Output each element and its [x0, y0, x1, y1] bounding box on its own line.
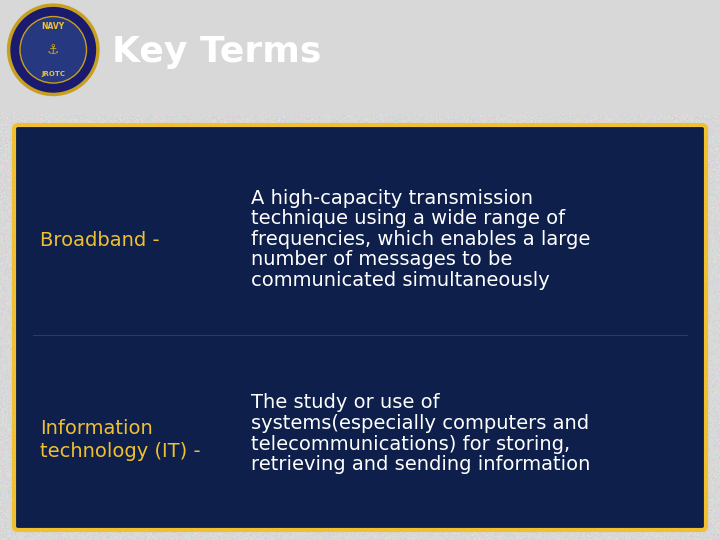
Text: The study or use of: The study or use of [251, 394, 439, 413]
Text: technology (IT) -: technology (IT) - [40, 442, 201, 461]
Text: NAVY: NAVY [42, 22, 65, 31]
Text: ⚓: ⚓ [47, 43, 60, 57]
Text: Information: Information [40, 420, 153, 438]
FancyBboxPatch shape [14, 125, 706, 530]
Text: telecommunications) for storing,: telecommunications) for storing, [251, 435, 570, 454]
Text: communicated simultaneously: communicated simultaneously [251, 271, 549, 290]
Text: JROTC: JROTC [41, 71, 66, 77]
Text: A high-capacity transmission: A high-capacity transmission [251, 188, 533, 207]
Text: systems(especially computers and: systems(especially computers and [251, 414, 589, 433]
Text: technique using a wide range of: technique using a wide range of [251, 209, 564, 228]
Text: retrieving and sending information: retrieving and sending information [251, 455, 590, 474]
Circle shape [9, 5, 98, 94]
Text: frequencies, which enables a large: frequencies, which enables a large [251, 230, 590, 249]
Text: Key Terms: Key Terms [112, 35, 321, 69]
Text: Broadband -: Broadband - [40, 231, 160, 249]
Circle shape [21, 17, 86, 82]
Text: number of messages to be: number of messages to be [251, 251, 512, 269]
